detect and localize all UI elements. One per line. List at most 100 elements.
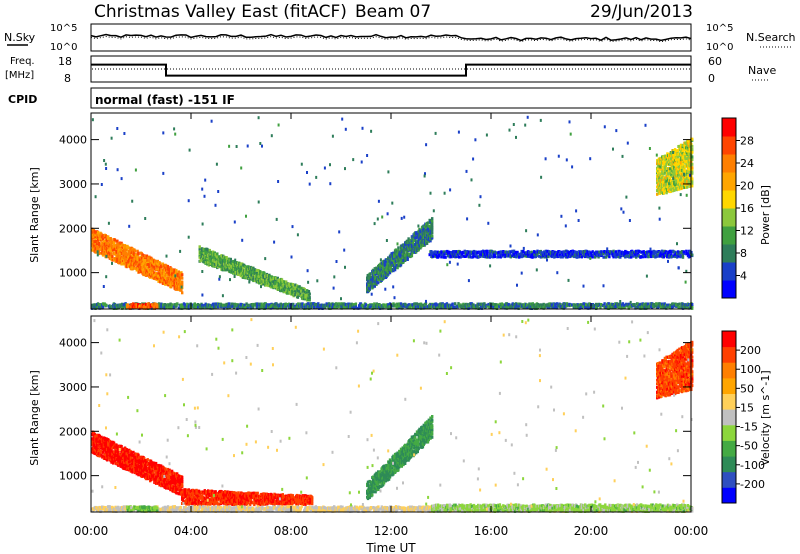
scatter-cell — [684, 177, 687, 181]
scatter-cell — [395, 264, 398, 267]
scatter-cell — [406, 249, 409, 253]
scatter-cell — [667, 303, 670, 307]
scatter-cell — [93, 242, 96, 246]
scatter-cell — [577, 255, 580, 259]
scatter-cell — [434, 131, 437, 135]
scatter-cell — [123, 304, 126, 308]
scatter-cell — [676, 302, 680, 306]
scatter-cell — [371, 306, 374, 310]
scatter-cell — [269, 280, 272, 284]
scatter-cell — [399, 244, 403, 248]
scatter-cell — [379, 258, 382, 262]
scatter-cell — [502, 303, 505, 307]
scatter-cell — [370, 278, 373, 282]
scatter-cell — [582, 284, 585, 288]
scatter-cell — [607, 302, 610, 306]
scatter-cell — [515, 255, 518, 259]
scatter-cell — [354, 302, 358, 306]
scatter-cell — [204, 259, 207, 263]
scatter-cell — [204, 252, 207, 256]
scatter-cell — [108, 304, 111, 308]
scatter-cell — [303, 305, 307, 309]
scatter-cell — [426, 221, 430, 225]
scatter-cell — [571, 254, 574, 258]
scatter-cell — [666, 252, 670, 256]
scatter-cell — [151, 303, 155, 307]
scatter-cell — [630, 251, 633, 255]
scatter-cell — [631, 303, 635, 307]
freq-label-line1: Freq. — [10, 56, 35, 67]
scatter-cell — [274, 279, 277, 283]
scatter-cell — [231, 302, 234, 306]
scatter-cell — [338, 230, 341, 234]
scatter-cell — [322, 303, 325, 307]
scatter-cell — [174, 132, 177, 136]
scatter-cell — [681, 156, 684, 160]
scatter-cell — [451, 302, 454, 306]
scatter-cell — [552, 306, 555, 310]
scatter-cell — [307, 302, 310, 306]
scatter-cell — [277, 180, 280, 183]
scatter-cell — [479, 195, 482, 199]
scatter-cell — [474, 138, 477, 142]
scatter-cell — [549, 304, 552, 308]
y-tick-label: 2000 — [59, 222, 87, 235]
scatter-cell — [101, 241, 105, 245]
scatter-cell — [131, 257, 134, 260]
scatter-cell — [93, 443, 96, 447]
scatter-cell — [563, 302, 566, 306]
scatter-cell — [366, 284, 369, 288]
scatter-cell — [675, 188, 678, 192]
scatter-cell — [329, 306, 333, 310]
scatter-cell — [268, 303, 272, 307]
scatter-cell — [559, 255, 563, 259]
scatter-cell — [414, 233, 417, 237]
scatter-cell — [96, 238, 100, 242]
scatter-cell — [646, 302, 650, 306]
scatter-cell — [682, 148, 685, 151]
scatter-cell — [679, 176, 683, 180]
scatter-cell — [412, 242, 415, 246]
date-label: 29/Jun/2013 — [590, 2, 693, 22]
scatter-cell — [569, 132, 572, 136]
scatter-cell — [370, 292, 373, 296]
scatter-cell — [540, 175, 543, 179]
scatter-cell — [472, 303, 475, 307]
scatter-cell — [296, 295, 300, 299]
scatter-cell — [410, 254, 414, 258]
scatter-cell — [645, 302, 648, 306]
scatter-cell — [285, 280, 288, 284]
scatter-cell — [413, 305, 416, 309]
scatter-cell — [667, 255, 670, 259]
scatter-cell — [659, 187, 662, 191]
scatter-cell — [651, 302, 655, 306]
scatter-cell — [296, 289, 300, 293]
scatter-cell — [676, 186, 679, 190]
scatter-cell — [432, 209, 435, 213]
scatter-cell — [133, 265, 136, 269]
scatter-cell — [546, 249, 549, 253]
scatter-cell — [97, 245, 101, 249]
scatter-cell — [519, 252, 522, 256]
scatter-cell — [110, 252, 113, 256]
scatter-cell — [464, 302, 468, 306]
scatter-cell — [649, 250, 652, 253]
scatter-cell — [148, 303, 151, 307]
scatter-cell — [131, 253, 134, 257]
scatter-cell — [526, 115, 529, 119]
scatter-cell — [652, 254, 655, 258]
scatter-cell — [361, 126, 364, 130]
scatter-cell — [278, 306, 282, 310]
scatter-cell — [408, 305, 412, 309]
scatter-cell — [606, 247, 609, 251]
scatter-cell — [114, 259, 117, 263]
scatter-cell — [427, 232, 430, 236]
scatter-cell — [493, 255, 497, 259]
scatter-cell — [416, 233, 419, 237]
scatter-cell — [284, 306, 287, 310]
scatter-cell — [210, 119, 213, 123]
scatter-cell — [256, 302, 259, 306]
scatter-cell — [133, 249, 137, 253]
scatter-cell — [110, 306, 113, 310]
scatter-cell — [276, 276, 279, 280]
